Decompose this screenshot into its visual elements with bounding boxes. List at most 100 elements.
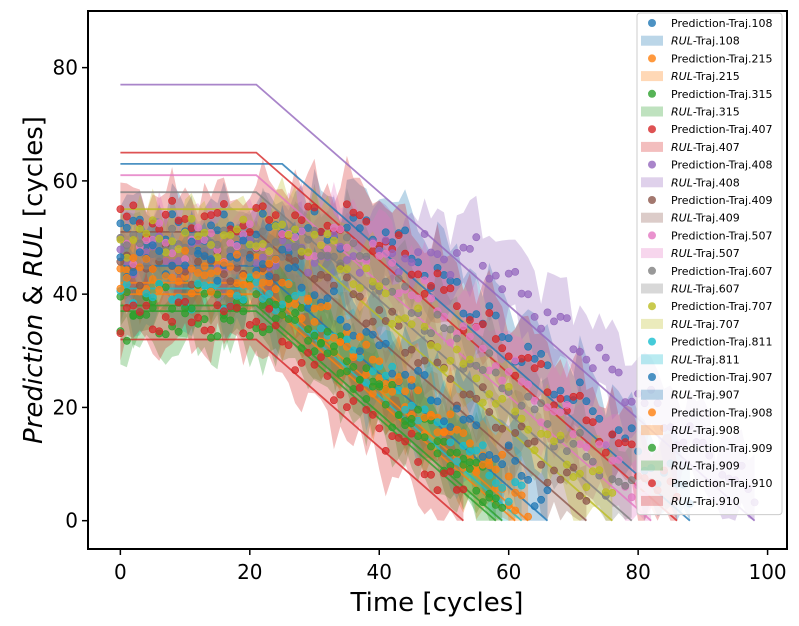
prediction-point-407 [245, 228, 254, 236]
prediction-point-409 [317, 270, 325, 279]
prediction-point-909 [200, 315, 209, 324]
prediction-point-909 [122, 336, 131, 345]
x-tick-label: 80 [625, 560, 650, 584]
prediction-point-908 [239, 271, 248, 280]
prediction-point-407 [258, 202, 267, 211]
legend-marker-rul [641, 106, 663, 117]
prediction-point-707 [239, 215, 248, 224]
prediction-point-707 [530, 446, 539, 455]
prediction-point-407 [181, 215, 189, 223]
prediction-point-910 [207, 325, 215, 334]
prediction-point-108 [537, 349, 545, 358]
legend-marker-rul [641, 35, 663, 46]
prediction-point-707 [219, 231, 228, 239]
prediction-point-907 [265, 272, 274, 280]
prediction-point-908 [440, 428, 448, 437]
prediction-point-707 [478, 398, 487, 407]
prediction-point-910 [122, 303, 131, 312]
prediction-point-108 [459, 309, 468, 318]
prediction-point-707 [181, 228, 189, 237]
prediction-point-707 [381, 289, 390, 298]
prediction-point-315 [161, 283, 170, 292]
prediction-point-707 [588, 467, 597, 476]
prediction-point-315 [342, 357, 351, 366]
prediction-point-908 [265, 259, 274, 268]
prediction-point-707 [608, 488, 617, 497]
prediction-point-507 [543, 403, 552, 412]
legend-marker-rul [641, 71, 663, 82]
prediction-point-409 [478, 383, 487, 392]
prediction-point-507 [517, 377, 526, 386]
prediction-point-908 [498, 450, 507, 459]
prediction-point-108 [219, 210, 228, 219]
prediction-point-707 [595, 466, 604, 475]
legend-label-rul-rest: -Traj.507 [693, 247, 740, 260]
prediction-point-707 [310, 230, 319, 239]
prediction-point-910 [252, 317, 261, 326]
legend-label-rul-italic: RUL [671, 141, 693, 154]
legend-marker-rul [641, 177, 663, 188]
prediction-point-910 [265, 304, 274, 313]
prediction-point-409 [537, 460, 545, 469]
prediction-point-909 [478, 498, 487, 506]
prediction-point-707 [504, 382, 513, 391]
prediction-point-409 [414, 359, 422, 367]
prediction-point-907 [440, 417, 448, 426]
prediction-point-407 [168, 196, 176, 205]
prediction-point-409 [407, 345, 416, 354]
prediction-point-108 [627, 424, 636, 433]
prediction-point-407 [433, 269, 442, 278]
prediction-point-908 [129, 254, 138, 262]
prediction-point-909 [355, 375, 364, 384]
prediction-point-907 [491, 454, 500, 463]
prediction-point-108 [543, 361, 552, 370]
prediction-point-607 [278, 252, 287, 261]
prediction-point-409 [135, 281, 144, 290]
prediction-point-811 [200, 281, 209, 290]
prediction-point-909 [485, 489, 494, 498]
prediction-point-108 [342, 223, 351, 232]
prediction-point-907 [362, 327, 371, 336]
rul-line-909 [120, 310, 497, 522]
prediction-point-507 [155, 219, 164, 228]
prediction-point-909 [239, 307, 248, 316]
prediction-point-707 [537, 429, 545, 438]
prediction-point-407 [601, 448, 610, 457]
prediction-point-907 [329, 287, 338, 296]
prediction-point-909 [310, 331, 319, 340]
prediction-point-707 [252, 242, 261, 251]
legend-label-rul: RUL-Traj.409 [671, 212, 740, 225]
prediction-point-907 [129, 268, 138, 276]
prediction-point-407 [420, 289, 429, 298]
prediction-point-408 [407, 258, 416, 267]
y-tick-label: 60 [53, 169, 78, 193]
prediction-point-707 [194, 232, 202, 240]
prediction-point-910 [129, 301, 138, 310]
prediction-point-910 [446, 467, 455, 476]
y-axis-label-part: RUL [19, 225, 49, 277]
prediction-point-909 [207, 333, 215, 342]
prediction-point-908 [375, 357, 384, 366]
prediction-point-408 [252, 259, 261, 267]
prediction-point-607 [433, 310, 442, 319]
prediction-point-315 [452, 470, 461, 479]
prediction-point-707 [420, 322, 429, 331]
prediction-point-907 [459, 415, 468, 424]
prediction-point-811 [511, 478, 520, 487]
prediction-point-707 [601, 488, 610, 496]
prediction-point-707 [116, 235, 125, 244]
prediction-point-408 [550, 317, 558, 326]
prediction-point-607 [388, 287, 397, 296]
prediction-point-108 [381, 228, 390, 237]
prediction-point-215 [174, 277, 183, 286]
prediction-point-315 [304, 325, 312, 333]
prediction-point-108 [588, 407, 597, 416]
prediction-point-907 [524, 475, 532, 484]
prediction-point-507 [595, 440, 604, 449]
prediction-point-907 [135, 248, 144, 257]
prediction-point-707 [161, 248, 170, 257]
prediction-point-909 [368, 382, 377, 391]
prediction-point-910 [239, 329, 248, 338]
prediction-point-408 [491, 271, 500, 280]
prediction-point-908 [414, 386, 422, 395]
